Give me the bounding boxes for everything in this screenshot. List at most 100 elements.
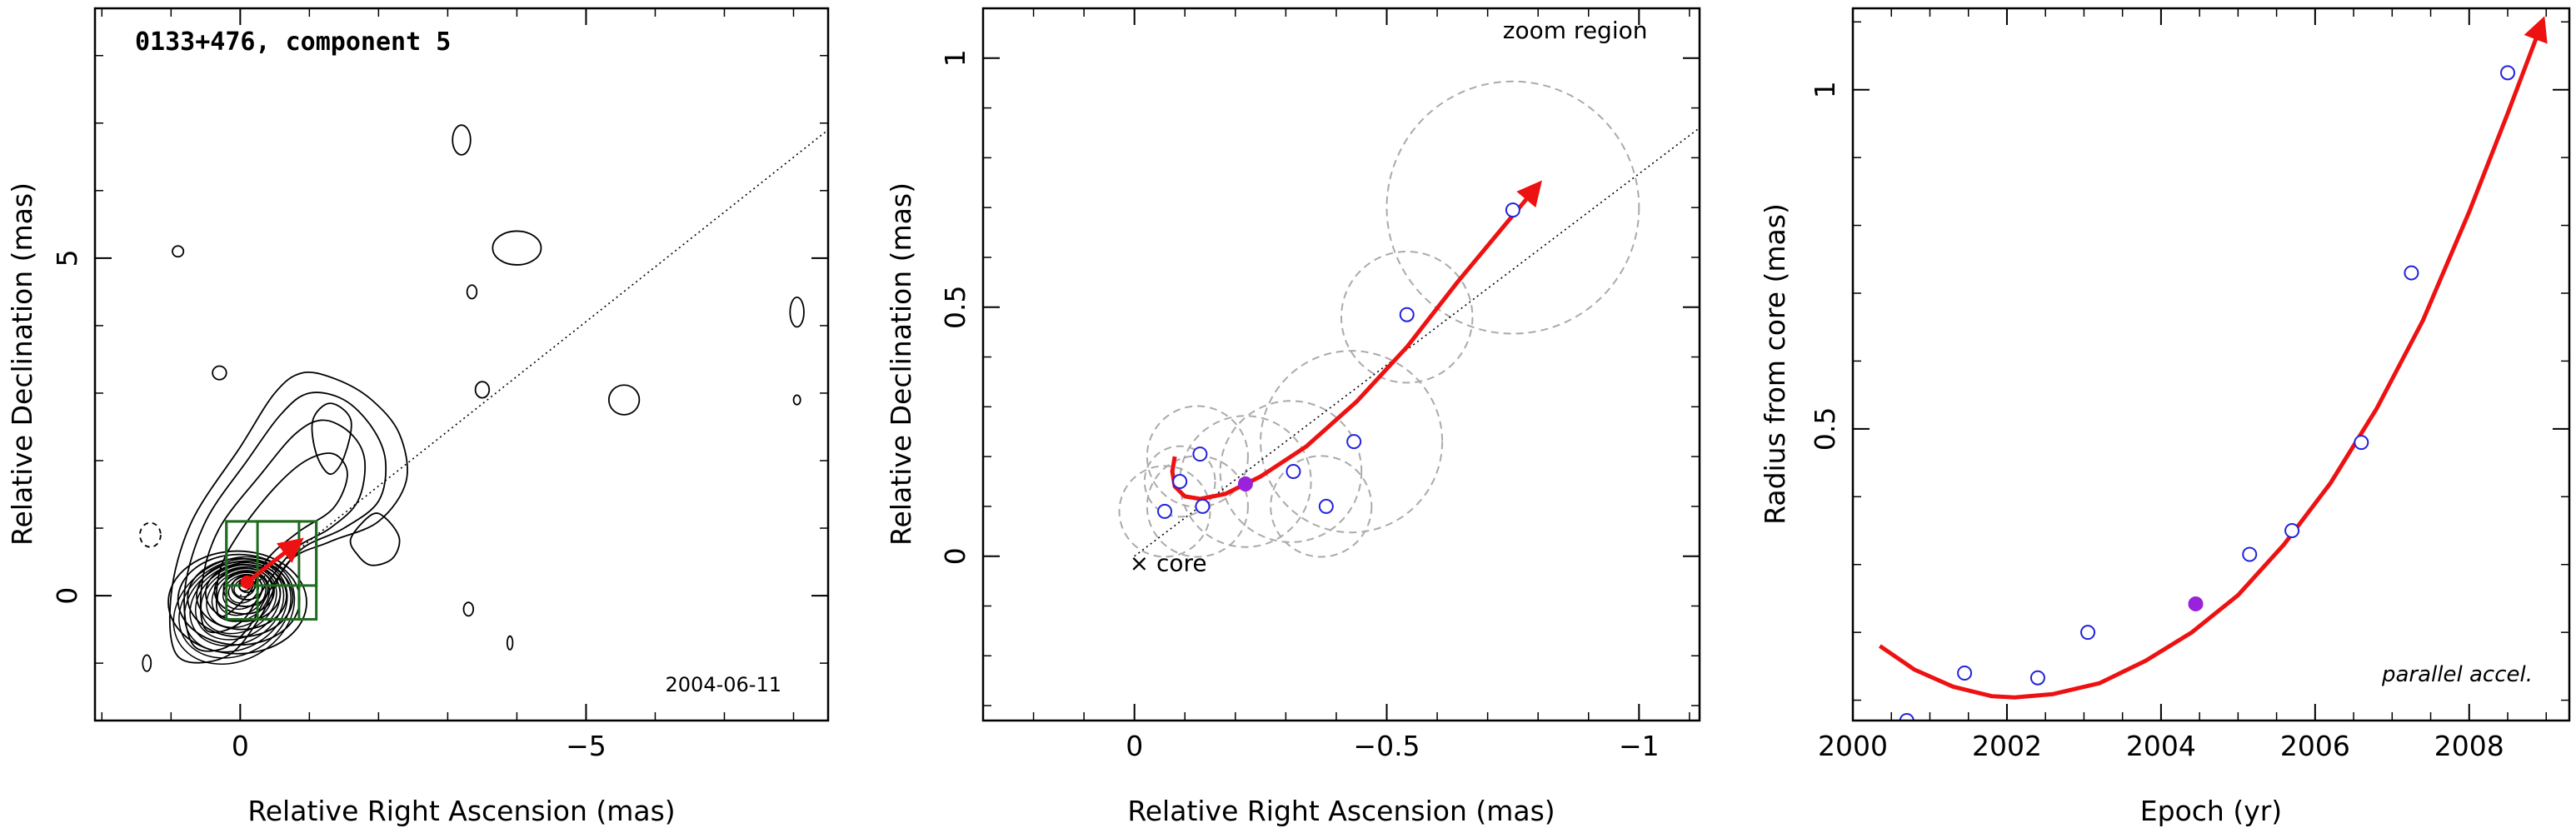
x-axis-label: Relative Right Ascension (mas) <box>247 795 675 827</box>
plot-frame <box>981 7 1701 722</box>
radius-point <box>2500 65 2516 81</box>
panel-zoom-region: zoom region × core 0 −0.5 −1 0 0.5 1 Relative … <box>885 7 1701 827</box>
core-contour <box>167 550 307 655</box>
y-tick-label: 1 <box>1809 81 1841 98</box>
x-tick-label: −0.5 <box>1353 730 1420 762</box>
position-point <box>1157 503 1173 519</box>
island-contour <box>506 635 514 651</box>
y-tick-label: 1 <box>939 49 971 67</box>
nested-contour <box>194 564 281 641</box>
plot-frame <box>93 7 830 722</box>
zoom-plot-area: zoom region × core <box>1118 17 1700 577</box>
error-circle <box>1143 445 1216 518</box>
y-tick-label: 0.5 <box>939 285 971 328</box>
panel-radius-vs-epoch: 2000 2002 2004 2006 2008 0.5 1 parallel accel.… <box>1759 7 2571 827</box>
position-point <box>1505 202 1520 218</box>
radius-point <box>1899 713 1915 721</box>
island-contour <box>142 654 152 672</box>
contour-plot-area <box>139 124 828 672</box>
x-axis-label: Relative Right Ascension (mas) <box>1127 795 1555 827</box>
island-contour <box>789 296 805 328</box>
acceleration-fit-curve <box>1878 16 2548 700</box>
island-contour <box>452 124 472 156</box>
island-contour <box>792 394 801 406</box>
radius-point <box>1957 666 1973 681</box>
axes: 0 −5 0 5 <box>51 8 828 762</box>
radius-point-reference <box>2188 596 2204 611</box>
y-axis-label: Relative Declination (mas) <box>885 182 917 546</box>
radius-plot-area <box>1878 16 2548 721</box>
x-axis-label: Epoch (yr) <box>2140 795 2282 827</box>
y-axis-label: Relative Declination (mas) <box>6 182 38 546</box>
island-contour <box>462 601 475 617</box>
x-tick-label: 2000 <box>1818 730 1888 762</box>
island-contour <box>607 384 641 416</box>
x-tick-label: 0 <box>232 730 249 762</box>
fit-trajectory-arrow <box>1170 180 1543 501</box>
position-point-reference <box>1237 476 1253 491</box>
core-contour <box>222 570 269 607</box>
nested-contour <box>211 570 271 622</box>
nested-contour <box>222 573 263 611</box>
radius-point <box>2284 523 2300 538</box>
outer-contour <box>215 452 348 618</box>
plot-frame <box>1851 7 2571 722</box>
x-tick-label: 2008 <box>2434 730 2504 762</box>
position-point <box>1318 498 1334 514</box>
position-point <box>1346 434 1362 450</box>
jet-direction-line <box>1134 127 1700 557</box>
axes: 0 −0.5 −1 0 0.5 1 <box>939 7 1700 762</box>
radius-point <box>2029 670 2045 686</box>
zoom-box <box>225 520 318 587</box>
nested-contour <box>183 560 288 653</box>
x-tick-label: −5 <box>566 730 607 762</box>
y-axis-label: Radius from core (mas) <box>1759 203 1791 525</box>
velocity-arrow <box>246 537 304 584</box>
annotation-label: × core <box>1130 550 1207 577</box>
y-tick-label: 5 <box>51 249 83 267</box>
nested-contour <box>189 561 285 647</box>
panel-contour-map: 0 −5 0 5 0133+476, component 5 2004-06-11 R… <box>6 7 830 827</box>
nested-contour <box>217 571 267 616</box>
nested-contour <box>233 577 256 598</box>
position-point <box>1195 498 1211 514</box>
island-contour <box>139 521 162 548</box>
island-contour <box>492 230 542 266</box>
annotation-label: zoom region <box>1503 17 1648 44</box>
outer-contour <box>349 512 401 566</box>
axes: 2000 2002 2004 2006 2008 0.5 1 <box>1809 8 2569 762</box>
radius-point <box>2404 265 2419 281</box>
position-point <box>1286 464 1301 480</box>
outer-contour <box>183 392 387 652</box>
error-circle <box>1385 80 1640 335</box>
radius-point <box>2242 546 2258 562</box>
x-tick-label: 2002 <box>1972 730 2042 762</box>
radius-point <box>2080 625 2096 641</box>
x-tick-label: 2004 <box>2126 730 2196 762</box>
error-circle <box>1118 465 1211 558</box>
jet-direction-line <box>239 129 828 596</box>
error-circle <box>1340 250 1474 384</box>
y-tick-label: 0 <box>51 587 83 605</box>
island-contour <box>466 284 478 300</box>
position-point <box>1172 474 1188 490</box>
error-circle <box>1260 350 1444 534</box>
position-point <box>1192 446 1208 462</box>
x-tick-label: 2006 <box>2280 730 2350 762</box>
fit-annotation: parallel accel. <box>2381 662 2533 687</box>
island-contour <box>172 245 185 258</box>
date-label: 2004-06-11 <box>666 673 781 696</box>
error-circle <box>1146 455 1249 558</box>
radius-point <box>2354 435 2369 451</box>
nested-contour <box>200 566 277 635</box>
nested-contour <box>178 558 292 659</box>
chart-title: 0133+476, component 5 <box>135 27 451 57</box>
island-contour <box>212 365 227 381</box>
outer-contour <box>311 402 352 476</box>
core-contour <box>196 561 287 631</box>
position-point <box>1399 307 1415 322</box>
error-circle <box>1219 400 1363 543</box>
nested-contour <box>172 556 296 666</box>
x-tick-label: −1 <box>1619 730 1660 762</box>
